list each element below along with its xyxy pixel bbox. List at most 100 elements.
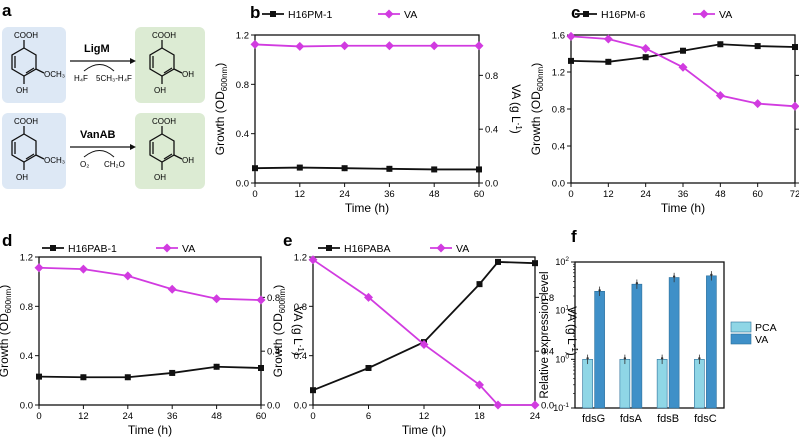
x-tick-label-b: 48 <box>429 189 440 200</box>
y-left-tick-label-d: 0.0 <box>20 401 33 412</box>
y-left-tick-label-b: 0.8 <box>236 80 249 91</box>
y-tick-exp-f: 0 <box>565 353 569 360</box>
y-right-tick-label-b: 0.0 <box>485 179 498 190</box>
y-left-label-end-d: ) <box>0 285 11 289</box>
cofactor-arc-2 <box>83 150 115 158</box>
y-tick-base-f: 10 <box>555 257 565 267</box>
x-axis-label-e: Time (h) <box>402 423 446 437</box>
y-left-tick-label-b: 0.0 <box>236 179 249 190</box>
y-tick-base-f: 10 <box>553 403 563 413</box>
data-point-c <box>566 31 576 41</box>
data-point-e <box>530 400 540 410</box>
data-point-b <box>386 165 393 172</box>
panel-label-f: f <box>571 227 577 246</box>
y-tick-exp-f: 2 <box>565 256 569 263</box>
cofactor-2-left: O₂ <box>80 160 89 169</box>
legend-marker-d <box>162 243 172 253</box>
data-point-b <box>341 165 348 172</box>
data-point-b <box>429 41 439 51</box>
substrate-box-2 <box>2 113 66 189</box>
legend-label-d: VA <box>182 243 195 255</box>
x-tick-label-b: 60 <box>474 189 485 200</box>
plot-frame-b <box>254 34 480 184</box>
y-right-tick-label-e: 0.4 <box>541 347 554 358</box>
y-left-tick-label-c: 0.8 <box>552 105 565 116</box>
data-point-b <box>431 166 438 173</box>
reaction-arrowhead-2 <box>130 144 136 150</box>
substrate-2-top: COOH <box>14 117 38 126</box>
product-2-top: COOH <box>152 117 176 126</box>
substrate-1-bottom: OH <box>16 86 28 95</box>
y-left-tick-label-e: 0.8 <box>294 302 307 313</box>
data-point-c <box>680 47 686 54</box>
panel-label-c: c <box>571 3 580 22</box>
y-left-label-sub-e: 600nm <box>278 288 287 313</box>
data-point-e <box>308 255 318 265</box>
substrate-1-subs: OCH₃ <box>44 70 65 79</box>
y-left-label-sub-d: 600nm <box>4 288 13 313</box>
legend-label-e: VA <box>456 243 469 255</box>
y-left-tick-label-c: 1.6 <box>552 31 565 42</box>
legend-label-b: VA <box>404 9 417 21</box>
bar-f-VA <box>594 291 605 409</box>
x-tick-label-d: 36 <box>167 411 178 422</box>
y-right-axis-label-b: VA (g L-1) <box>509 84 523 134</box>
data-point-e <box>475 380 484 390</box>
product-2-subs: OH <box>182 156 194 165</box>
product-1-top: COOH <box>152 31 176 40</box>
plot-frame-e <box>312 256 536 406</box>
data-point-d <box>169 369 176 376</box>
x-tick-label-d: 0 <box>36 411 41 422</box>
y-left-label-sub-c: 600nm <box>536 66 545 91</box>
data-point-e <box>493 400 503 410</box>
x-tick-label-c: 0 <box>568 189 573 200</box>
y-right-tick-label-d: 0.4 <box>267 347 280 358</box>
data-point-c <box>792 44 798 51</box>
data-point-c <box>754 43 761 50</box>
y-left-label-main-b: Growth (OD <box>213 91 227 155</box>
substrate-box-1 <box>2 27 66 103</box>
data-point-c <box>603 34 613 44</box>
y-axis-label-f: Relative expression level <box>539 271 551 398</box>
series-line-e-H16PABA <box>312 261 536 392</box>
data-point-b <box>476 166 482 173</box>
y-left-label-main-d: Growth (OD <box>0 313 11 377</box>
legend-label-f: VA <box>755 334 768 346</box>
x-tick-label-e: 18 <box>474 411 485 422</box>
x-axis-label-d: Time (h) <box>128 423 172 437</box>
y-right-tick-label-b: 0.4 <box>485 125 498 136</box>
x-tick-label-e: 12 <box>419 411 430 422</box>
plot-frame-f <box>574 261 725 409</box>
legend-swatch-f <box>730 321 752 333</box>
y-tick-label-f: 100 <box>555 353 569 364</box>
legend-marker-d <box>50 245 56 251</box>
x-tick-label-f: fdsB <box>657 413 679 425</box>
y-tick-base-f: 10 <box>555 306 565 316</box>
y-left-axis-label-c: Growth (OD600nm) <box>529 63 545 155</box>
data-point-d <box>80 374 87 381</box>
x-tick-label-d: 60 <box>256 411 267 422</box>
data-point-d <box>258 365 264 371</box>
y-right-tick-label-e: 0.0 <box>541 401 554 412</box>
y-left-tick-label-e: 0.4 <box>294 351 307 362</box>
legend-label-c: H16PM-6 <box>601 9 646 21</box>
cofactor-arc-1 <box>83 64 115 72</box>
x-tick-label-b: 36 <box>384 189 395 200</box>
plot-frame-d <box>38 256 262 406</box>
y-tick-base-f: 10 <box>555 354 565 364</box>
legend-marker-e <box>326 245 332 251</box>
panel-label-d: d <box>2 231 12 250</box>
data-point-b <box>340 41 350 51</box>
y-right-axis-label-e: VA (g L-1) <box>565 306 579 356</box>
x-tick-label-c: 12 <box>603 189 614 200</box>
data-point-c <box>641 43 651 53</box>
legend-marker-c <box>583 11 589 17</box>
bar-f-PCA <box>694 359 705 409</box>
data-point-b <box>250 39 260 49</box>
data-point-c <box>642 54 649 61</box>
substrate-2-subs: OCH₃ <box>44 156 65 165</box>
x-tick-label-c: 48 <box>715 189 726 200</box>
y-right-tick-label-d: 0.0 <box>267 401 280 412</box>
